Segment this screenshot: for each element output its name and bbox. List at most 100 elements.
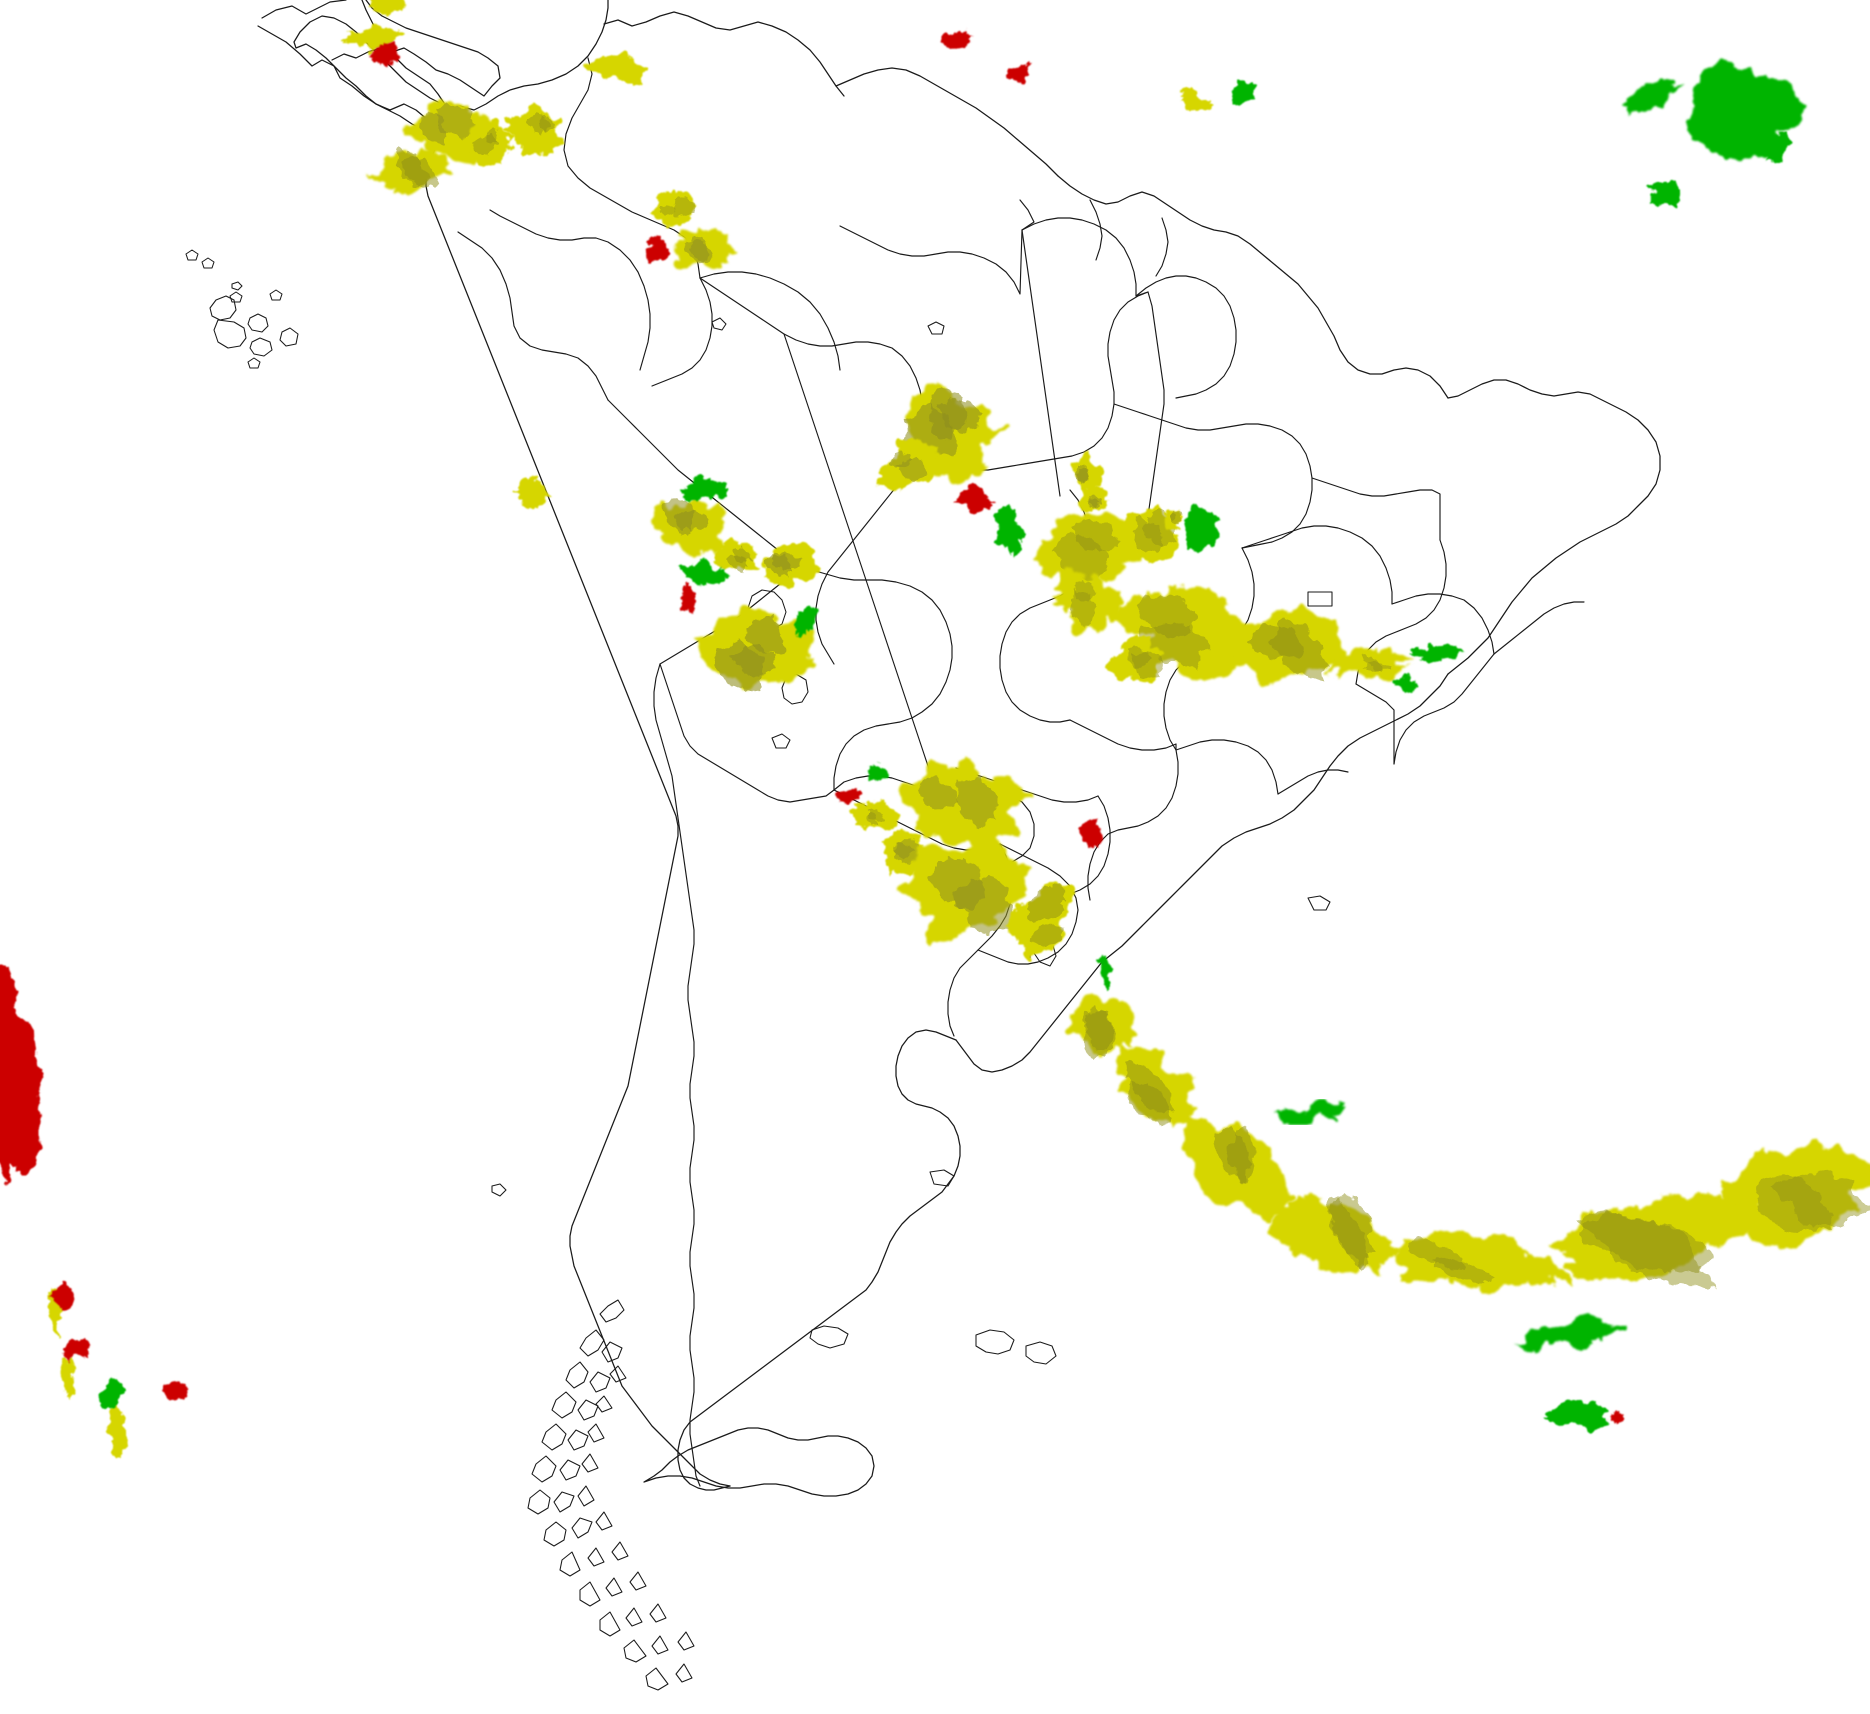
patch-fill xyxy=(1271,1104,1345,1120)
patch-tocantins-b xyxy=(1078,484,1108,514)
patch-density-core xyxy=(1133,516,1164,554)
patch-density-core xyxy=(1029,924,1063,947)
small-atlantic-island xyxy=(809,1325,849,1349)
border-guiana-3 xyxy=(1155,217,1169,277)
internal-marker-g xyxy=(929,1169,955,1187)
border-bolivia-chile xyxy=(659,663,835,803)
patch-fill xyxy=(343,27,403,50)
patch-fill xyxy=(1412,642,1464,662)
patch-density-core xyxy=(893,838,921,866)
patch-sc-coast-green xyxy=(1097,953,1112,987)
patch-density-core xyxy=(690,240,714,262)
patch-density-core xyxy=(1170,511,1183,526)
coastline-chile-west xyxy=(425,115,731,1487)
patch-peru-north-andes xyxy=(512,476,548,509)
patch-density-core xyxy=(1406,1238,1466,1269)
internal-marker-b xyxy=(711,317,727,331)
patch-fill xyxy=(1516,1319,1631,1348)
patch-atlantic-green-3 xyxy=(1543,1400,1607,1429)
patch-fill xyxy=(1184,506,1220,552)
patch-caribbean-red-2 xyxy=(1009,63,1032,86)
patch-desventuradas-red-2 xyxy=(50,1278,73,1309)
internal-marker-a xyxy=(927,321,945,335)
patch-density-core xyxy=(731,643,776,678)
patch-atlantic-ridge-7 xyxy=(1723,1145,1870,1245)
coastline-brazil-northeast xyxy=(1447,379,1661,675)
patch-bahia-islet xyxy=(1165,506,1183,528)
patch-density-core xyxy=(727,554,747,572)
falkland-islands xyxy=(975,1329,1057,1365)
patch-fill xyxy=(1323,646,1409,681)
patch-guyana-red xyxy=(646,235,668,264)
patch-fill xyxy=(998,503,1025,559)
coastline-central-america xyxy=(257,0,453,127)
patch-mato-grosso-red xyxy=(955,486,995,512)
patch-layer-green xyxy=(101,64,1807,1429)
patch-paraguay-red xyxy=(836,788,864,801)
border-brazil-states-a xyxy=(699,277,923,463)
patch-panama-strip xyxy=(363,0,408,14)
internal-marker-d xyxy=(1307,591,1333,607)
border-brazil-amazon-e xyxy=(1145,291,1165,531)
patch-fill xyxy=(0,965,42,1185)
border-brazil-amazon-g xyxy=(1391,593,1495,655)
patch-density-core xyxy=(1083,1008,1116,1060)
patch-bahia-cerrado-w xyxy=(1035,509,1136,583)
patch-fill xyxy=(1179,89,1217,114)
border-venezuela-internal xyxy=(699,271,841,371)
patch-fill xyxy=(1543,1400,1607,1429)
border-bolivia xyxy=(797,565,953,791)
patch-density-core xyxy=(771,551,802,573)
patch-desventuradas-red-3 xyxy=(62,1336,91,1361)
basemap-outlines xyxy=(185,0,1661,1691)
patch-fill xyxy=(1009,63,1032,86)
patch-fill xyxy=(60,1357,75,1401)
patch-density-core xyxy=(867,808,884,822)
patch-venezuela-north-edge xyxy=(587,54,649,85)
patch-bolivia-green xyxy=(793,606,816,638)
internal-marker-f xyxy=(491,1183,507,1197)
patch-density-core xyxy=(1328,1194,1376,1270)
patch-density-core xyxy=(1576,1210,1715,1289)
patch-density-core xyxy=(661,498,695,536)
patch-fill xyxy=(1651,179,1684,211)
border-brazil-states-f xyxy=(1069,719,1177,751)
patch-fill xyxy=(646,235,668,264)
patch-fill xyxy=(1395,675,1419,690)
patch-fill xyxy=(681,558,728,587)
border-brazil-amazon-c xyxy=(815,461,917,665)
patch-density-core xyxy=(1136,594,1199,638)
patch-fill xyxy=(939,30,976,45)
patch-atlantic-ridge-5 xyxy=(1393,1232,1575,1291)
border-brazil-amazon-f xyxy=(1241,525,1393,605)
patch-density-core xyxy=(1754,1175,1832,1234)
patch-density-core xyxy=(1127,1081,1172,1126)
patch-fill xyxy=(587,54,649,85)
patch-fill xyxy=(101,1379,123,1410)
patch-bolivia-chiquitania xyxy=(697,608,816,692)
coastline-brazil-south xyxy=(955,961,1103,1073)
patch-atlantic-green-4 xyxy=(1395,675,1419,690)
patch-minas-green xyxy=(1184,506,1220,552)
patch-fill xyxy=(679,582,697,615)
patch-fill xyxy=(512,476,548,509)
patch-density-core xyxy=(538,115,553,133)
border-brazil-states-k xyxy=(1311,477,1441,541)
patch-peru-green-north xyxy=(681,478,729,502)
patch-guyana-west-arm xyxy=(1616,78,1684,115)
patch-santa-catarina-coast xyxy=(1006,881,1077,958)
coastline-brazil-east xyxy=(1101,673,1449,963)
border-brazil-states-c xyxy=(1113,403,1313,549)
patch-density-core xyxy=(1073,580,1097,603)
patch-layer-yellow xyxy=(46,0,1870,1462)
patch-fill xyxy=(1616,78,1684,115)
patch-juan-fernandez-green xyxy=(101,1379,123,1410)
patch-density-core xyxy=(1077,467,1090,483)
patch-density-core xyxy=(485,128,500,145)
patch-peru-central-andes xyxy=(650,498,723,553)
patch-minas-south xyxy=(1106,635,1165,682)
patch-colombia-andes-east xyxy=(461,118,511,169)
patch-mato-grosso-south xyxy=(875,438,939,491)
patch-fill xyxy=(1232,83,1256,103)
patch-nicaragua-costarica xyxy=(343,27,403,50)
